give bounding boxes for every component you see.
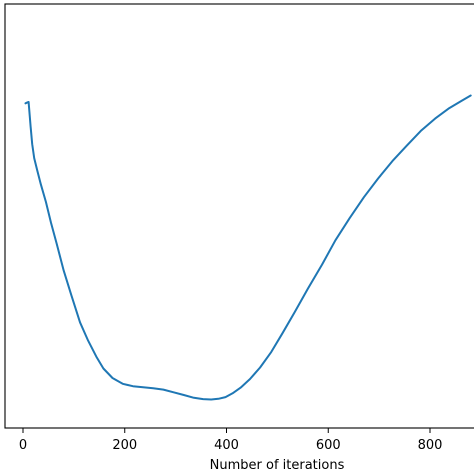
x-tick-label: 800 [418,438,443,453]
x-axis-ticks: 0 200 400 600 800 [19,428,443,453]
data-line [24,94,472,401]
x-tick-label: 600 [316,438,341,453]
x-axis-label: Number of iterations [210,458,345,473]
x-tick-label: 400 [214,438,239,453]
x-tick-label: 200 [112,438,137,453]
x-tick-label: 0 [19,438,27,453]
plot-area [4,3,474,429]
